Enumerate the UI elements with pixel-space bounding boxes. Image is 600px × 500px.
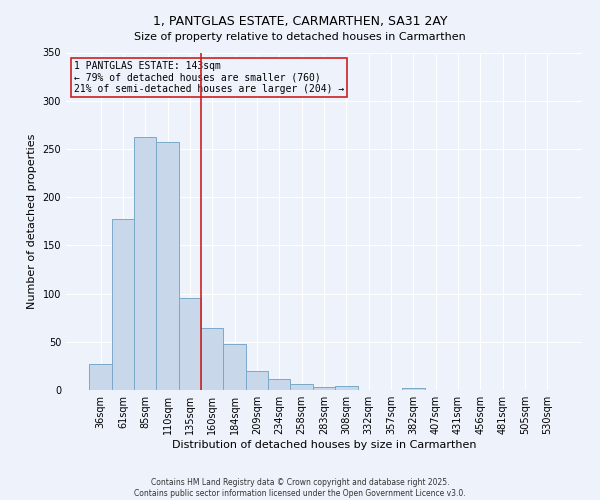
Bar bbox=[335, 386, 358, 390]
Bar bbox=[201, 328, 223, 390]
Bar bbox=[246, 370, 268, 390]
Bar bbox=[268, 380, 290, 390]
Bar bbox=[134, 138, 157, 390]
Bar bbox=[223, 344, 246, 390]
X-axis label: Distribution of detached houses by size in Carmarthen: Distribution of detached houses by size … bbox=[172, 440, 476, 450]
Text: 1, PANTGLAS ESTATE, CARMARTHEN, SA31 2AY: 1, PANTGLAS ESTATE, CARMARTHEN, SA31 2AY bbox=[153, 15, 447, 28]
Text: 1 PANTGLAS ESTATE: 143sqm
← 79% of detached houses are smaller (760)
21% of semi: 1 PANTGLAS ESTATE: 143sqm ← 79% of detac… bbox=[74, 61, 344, 94]
Bar bbox=[290, 384, 313, 390]
Bar bbox=[313, 387, 335, 390]
Bar bbox=[179, 298, 201, 390]
Y-axis label: Number of detached properties: Number of detached properties bbox=[27, 134, 37, 309]
Text: Size of property relative to detached houses in Carmarthen: Size of property relative to detached ho… bbox=[134, 32, 466, 42]
Bar bbox=[157, 142, 179, 390]
Bar bbox=[112, 220, 134, 390]
Bar bbox=[89, 364, 112, 390]
Bar bbox=[402, 388, 425, 390]
Text: Contains HM Land Registry data © Crown copyright and database right 2025.
Contai: Contains HM Land Registry data © Crown c… bbox=[134, 478, 466, 498]
